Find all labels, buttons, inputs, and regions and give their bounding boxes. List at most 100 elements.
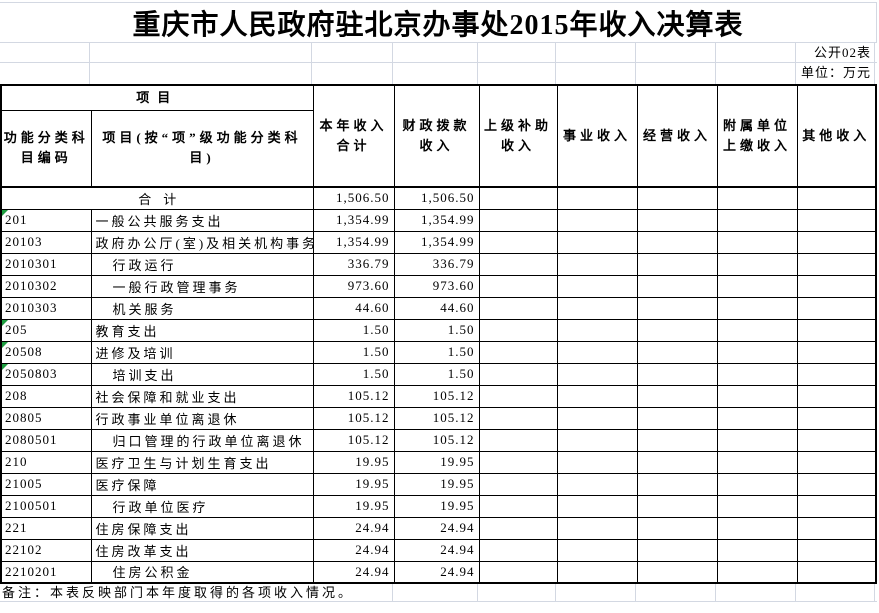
cell-empty[interactable]: [716, 428, 798, 452]
cell-empty[interactable]: [796, 274, 877, 298]
cell-empty[interactable]: [796, 318, 877, 342]
cell-empty[interactable]: [478, 296, 558, 320]
cell-total-income[interactable]: 1.50: [312, 318, 395, 342]
cell-fiscal-income[interactable]: 19.95: [393, 450, 480, 474]
cell-empty[interactable]: [796, 340, 877, 364]
cell-empty[interactable]: [716, 362, 798, 386]
cell-empty[interactable]: [716, 230, 798, 254]
cell-empty[interactable]: [478, 516, 558, 540]
cell-item-name[interactable]: 进修及培训: [90, 340, 314, 364]
empty-cell[interactable]: [716, 63, 796, 84]
empty-cell[interactable]: [478, 63, 556, 84]
unit-label[interactable]: 单位：万元: [796, 63, 875, 84]
cell-empty[interactable]: [716, 538, 798, 562]
cell-fiscal-income[interactable]: 336.79: [393, 252, 480, 276]
cell-total-income[interactable]: 105.12: [312, 428, 395, 452]
cell-total-income[interactable]: 973.60: [312, 274, 395, 298]
cell-empty[interactable]: [636, 318, 718, 342]
empty-cell[interactable]: [0, 63, 90, 84]
cell-empty[interactable]: [556, 428, 638, 452]
cell-empty[interactable]: [636, 428, 718, 452]
cell-empty[interactable]: [556, 362, 638, 386]
cell-fiscal-income[interactable]: 1,354.99: [393, 208, 480, 232]
cell-fiscal-income[interactable]: 1.50: [393, 318, 480, 342]
cell-empty[interactable]: [796, 516, 877, 540]
cell-total-income[interactable]: 19.95: [312, 494, 395, 518]
cell-function-code[interactable]: 20103: [0, 230, 92, 254]
cell-empty[interactable]: [716, 472, 798, 496]
cell-function-code[interactable]: 2050803: [0, 362, 92, 386]
empty-cell[interactable]: [0, 43, 90, 62]
empty-cell[interactable]: [556, 43, 636, 62]
cell-function-code[interactable]: 2100501: [0, 494, 92, 518]
cell-item-name[interactable]: 医疗卫生与计划生育支出: [90, 450, 314, 474]
empty-cell[interactable]: [393, 43, 478, 62]
cell-empty[interactable]: [796, 186, 877, 210]
cell-empty[interactable]: [636, 230, 718, 254]
cell-empty[interactable]: [636, 186, 718, 210]
cell-empty[interactable]: [556, 472, 638, 496]
cell-empty[interactable]: [478, 560, 558, 584]
cell-empty[interactable]: [636, 362, 718, 386]
cell-fiscal-income[interactable]: 19.95: [393, 494, 480, 518]
empty-cell[interactable]: [556, 584, 636, 601]
cell-empty[interactable]: [556, 230, 638, 254]
cell-empty[interactable]: [716, 274, 798, 298]
cell-empty[interactable]: [796, 428, 877, 452]
empty-cell[interactable]: [636, 584, 716, 601]
cell-empty[interactable]: [796, 472, 877, 496]
cell-function-code[interactable]: 2010301: [0, 252, 92, 276]
cell-fiscal-income[interactable]: 44.60: [393, 296, 480, 320]
cell-item-name[interactable]: 行政事业单位离退休: [90, 406, 314, 430]
empty-cell[interactable]: [90, 43, 312, 62]
header-project-group[interactable]: 项目: [0, 84, 314, 111]
cell-empty[interactable]: [478, 538, 558, 562]
cell-empty[interactable]: [636, 494, 718, 518]
cell-empty[interactable]: [636, 340, 718, 364]
cell-empty[interactable]: [556, 318, 638, 342]
cell-empty[interactable]: [716, 252, 798, 276]
cell-item-name[interactable]: 医疗保障: [90, 472, 314, 496]
cell-function-code[interactable]: 2010303: [0, 296, 92, 320]
cell-empty[interactable]: [478, 384, 558, 408]
cell-empty[interactable]: [716, 186, 798, 210]
cell-function-code[interactable]: 210: [0, 450, 92, 474]
cell-empty[interactable]: [556, 384, 638, 408]
empty-cell[interactable]: [478, 584, 556, 601]
empty-cell[interactable]: [556, 63, 636, 84]
cell-empty[interactable]: [716, 208, 798, 232]
empty-cell[interactable]: [636, 63, 716, 84]
cell-function-code[interactable]: 201: [0, 208, 92, 232]
cell-item-name[interactable]: 政府办公厅(室)及相关机构事务: [90, 230, 314, 254]
cell-empty[interactable]: [636, 538, 718, 562]
cell-function-code[interactable]: 221: [0, 516, 92, 540]
cell-empty[interactable]: [636, 516, 718, 540]
cell-empty[interactable]: [796, 208, 877, 232]
empty-cell[interactable]: [636, 43, 716, 62]
cell-empty[interactable]: [478, 428, 558, 452]
cell-empty[interactable]: [556, 538, 638, 562]
header-item-name[interactable]: 项目(按“项”级功能分类科 目): [90, 109, 314, 188]
cell-empty[interactable]: [716, 384, 798, 408]
cell-total-income[interactable]: 105.12: [312, 406, 395, 430]
cell-empty[interactable]: [478, 472, 558, 496]
cell-item-name[interactable]: 住房改革支出: [90, 538, 314, 562]
cell-item-name[interactable]: 行政运行: [90, 252, 314, 276]
cell-empty[interactable]: [716, 296, 798, 320]
cell-item-name[interactable]: 住房保障支出: [90, 516, 314, 540]
cell-total-income[interactable]: 1.50: [312, 340, 395, 364]
cell-function-code[interactable]: 2210201: [0, 560, 92, 584]
empty-cell[interactable]: [393, 584, 478, 601]
cell-total-income[interactable]: 336.79: [312, 252, 395, 276]
cell-empty[interactable]: [716, 450, 798, 474]
cell-empty[interactable]: [796, 296, 877, 320]
header-business-income[interactable]: 事业收入: [556, 84, 638, 188]
cell-total-income[interactable]: 19.95: [312, 450, 395, 474]
cell-fiscal-income[interactable]: 105.12: [393, 384, 480, 408]
cell-empty[interactable]: [478, 230, 558, 254]
cell-empty[interactable]: [478, 318, 558, 342]
cell-empty[interactable]: [556, 208, 638, 232]
cell-total-income[interactable]: 1,354.99: [312, 208, 395, 232]
cell-empty[interactable]: [478, 186, 558, 210]
cell-empty[interactable]: [796, 450, 877, 474]
